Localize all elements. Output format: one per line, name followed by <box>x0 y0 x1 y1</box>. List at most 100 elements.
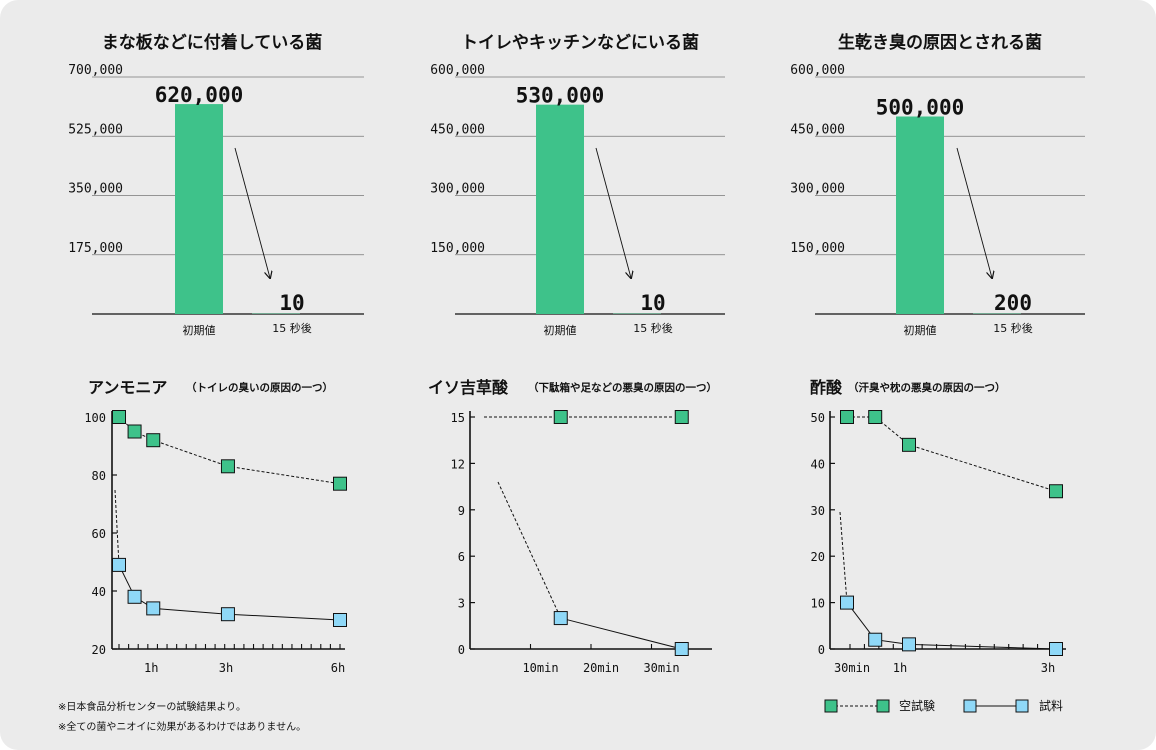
sample-point <box>127 589 142 604</box>
value-label-after: 10 <box>279 291 304 315</box>
sample-point <box>333 613 347 627</box>
blank-point <box>902 437 916 452</box>
sample-point <box>674 642 689 656</box>
bar-chart-2: トイレやキッチンなどにいる菌 150,000 300,000 450,000 600,0… <box>430 33 725 337</box>
x-tick-label: 6h <box>331 661 345 675</box>
bar-chart-3: 生乾き臭の原因とされる菌 150,000 300,000 450,000 600,000… <box>790 32 1085 337</box>
y-tick-label: 50 <box>811 411 825 425</box>
chart-title: 酢酸 <box>810 378 843 397</box>
y-tick-label: 450,000 <box>430 122 485 137</box>
bar-initial <box>896 116 944 314</box>
blank-point <box>146 433 161 448</box>
legend: 空試験 試料 <box>824 698 1063 713</box>
x-tick-label: 30min <box>834 661 870 675</box>
legend-sample-marker <box>963 699 977 713</box>
y-tick-label: 20 <box>92 643 106 657</box>
sample-point <box>902 637 916 652</box>
legend-blank-marker <box>824 699 838 713</box>
sample-point <box>553 611 568 626</box>
x-tick-label: 30min <box>643 661 679 675</box>
y-tick-label: 700,000 <box>68 63 123 78</box>
legend-blank-marker-end <box>876 699 890 713</box>
reduction-arrow <box>234 147 270 278</box>
y-tick-label: 600,000 <box>430 63 485 78</box>
value-label-after: 200 <box>994 291 1032 315</box>
y-tick-label: 15 <box>451 411 465 425</box>
y-tick-label: 12 <box>451 457 465 471</box>
sample-lead-in <box>114 489 120 565</box>
category-label: 初期値 <box>544 323 577 337</box>
x-tick-label: 20min <box>583 661 619 675</box>
value-label-initial: 500,000 <box>876 96 965 120</box>
line-chart-3: 酢酸 （汗臭や枕の悪臭の原因の一つ） 0 10 20 30 40 50 30min 1h 3h <box>810 378 1066 675</box>
blank-point <box>868 410 883 424</box>
sample-point <box>840 595 854 610</box>
bar-initial <box>175 104 223 314</box>
x-tick-label: 1h <box>144 661 158 675</box>
line-chart-2: イソ吉草酸 （下駄箱や足などの悪臭の原因の一つ） 0 3 6 9 12 15 10min 20mi… <box>428 378 717 675</box>
line-chart-1: アンモニア （トイレの臭いの原因の一つ） 20 40 60 80 100 1h 3h 6h <box>84 378 347 675</box>
value-label-after: 10 <box>640 291 665 315</box>
blank-point <box>127 424 142 439</box>
y-tick-label: 0 <box>458 643 465 657</box>
y-tick-label: 10 <box>811 597 825 611</box>
value-label-initial: 620,000 <box>155 83 244 107</box>
legend-sample-marker-end <box>1015 699 1029 713</box>
y-tick-label: 3 <box>458 597 465 611</box>
sample-point <box>112 557 126 572</box>
sample-point <box>220 607 235 622</box>
reduction-arrow <box>956 147 992 278</box>
chart-title: イソ吉草酸 <box>428 378 509 397</box>
y-tick-label: 600,000 <box>790 63 845 78</box>
y-tick-label: 450,000 <box>790 122 845 137</box>
footnote-1: ※日本食品分析センターの試験結果より。 <box>58 700 246 713</box>
chart-title: 生乾き臭の原因とされる菌 <box>838 32 1042 53</box>
blank-point <box>112 410 126 424</box>
bar-chart-1: まな板などに付着している菌 175,000 350,000 525,000 700,00… <box>68 32 364 337</box>
sample-series-line <box>846 602 1057 650</box>
x-tick-label: 10min <box>522 661 558 675</box>
sample-series-line <box>560 617 682 650</box>
y-tick-label: 40 <box>811 457 825 471</box>
y-tick-label: 175,000 <box>68 241 123 256</box>
blank-series-line <box>847 416 1057 492</box>
blank-point <box>553 410 568 424</box>
chart-subtitle: （汗臭や枕の悪臭の原因の一つ） <box>848 381 1006 394</box>
reduction-arrow <box>595 147 631 278</box>
value-label-initial: 530,000 <box>516 84 605 108</box>
y-tick-label: 40 <box>92 585 106 599</box>
y-tick-label: 80 <box>92 469 106 483</box>
y-tick-label: 20 <box>811 550 825 564</box>
bar-initial <box>536 104 584 315</box>
chart-title: アンモニア <box>88 378 167 397</box>
sample-point <box>146 601 161 616</box>
y-tick-label: 150,000 <box>790 241 845 256</box>
y-tick-label: 9 <box>458 504 465 518</box>
blank-point <box>333 476 347 491</box>
blank-point <box>674 410 689 424</box>
y-tick-label: 350,000 <box>68 182 123 197</box>
y-tick-label: 300,000 <box>790 182 845 197</box>
legend-blank-label: 空試験 <box>899 698 935 713</box>
blank-series-line <box>118 416 341 485</box>
category-label: 初期値 <box>183 323 216 337</box>
category-label: 15 秒後 <box>272 321 312 335</box>
chart-subtitle: （トイレの臭いの原因の一つ） <box>186 381 333 394</box>
y-tick-label: 100 <box>84 411 106 425</box>
category-label: 15 秒後 <box>633 321 673 335</box>
y-tick-label: 30 <box>811 504 825 518</box>
y-tick-label: 0 <box>818 643 825 657</box>
chart-title: まな板などに付着している菌 <box>102 32 323 53</box>
y-tick-label: 300,000 <box>430 182 485 197</box>
chart-title: トイレやキッチンなどにいる菌 <box>461 33 699 53</box>
sample-lead-in <box>497 481 562 619</box>
legend-sample-label: 試料 <box>1039 698 1063 713</box>
chart-subtitle: （下駄箱や足などの悪臭の原因の一つ） <box>528 381 717 394</box>
category-label: 15 秒後 <box>993 321 1033 335</box>
sample-lead-in <box>839 511 848 603</box>
y-tick-label: 525,000 <box>68 122 123 137</box>
x-tick-label: 3h <box>219 661 233 675</box>
y-tick-label: 60 <box>92 527 106 541</box>
